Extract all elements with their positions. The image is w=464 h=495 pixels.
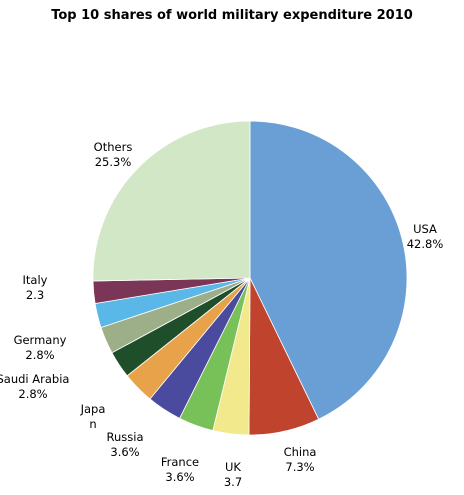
value-label: 3.7 bbox=[223, 475, 243, 489]
category-label: Italy bbox=[22, 273, 48, 287]
category-label: Saudi Arabia bbox=[0, 372, 70, 386]
category-label: Germany bbox=[13, 333, 67, 347]
value-label: 2.3 bbox=[25, 288, 45, 302]
slice-label: China 7.3% bbox=[260, 445, 340, 475]
value-label: 25.3% bbox=[94, 155, 132, 169]
slice-label: UK 3.7 bbox=[193, 460, 273, 490]
slice-label: USA 42.8% bbox=[385, 222, 464, 252]
slice-label: Germany 2.8% bbox=[0, 333, 80, 363]
value-label: 3.6% bbox=[110, 445, 140, 459]
slice-label: Others 25.3% bbox=[73, 140, 153, 170]
category-label: China bbox=[283, 445, 317, 459]
category-label: UK bbox=[225, 460, 241, 474]
slice-label: Japa n bbox=[53, 402, 133, 432]
slice-label: Italy 2.3 bbox=[0, 273, 75, 303]
slice-label: Russia 3.6% bbox=[85, 430, 165, 460]
value-label: 7.3% bbox=[285, 460, 315, 474]
value-label: 2.8% bbox=[18, 387, 48, 401]
category-label: USA bbox=[413, 222, 437, 236]
value-label: 42.8% bbox=[406, 237, 444, 251]
category-label: Japa n bbox=[80, 402, 106, 431]
category-label: Others bbox=[93, 140, 133, 154]
slice-label: France 3.6% bbox=[140, 455, 220, 485]
value-label: 3.6% bbox=[165, 470, 195, 484]
pie-slice bbox=[92, 120, 251, 282]
value-label: 2.8% bbox=[25, 348, 55, 362]
category-label: Russia bbox=[106, 430, 144, 444]
chart-title: Top 10 shares of world military expendit… bbox=[51, 8, 413, 23]
slice-label: Saudi Arabia 2.8% bbox=[0, 372, 73, 402]
pie-slice bbox=[249, 120, 408, 420]
category-label: France bbox=[160, 455, 200, 469]
